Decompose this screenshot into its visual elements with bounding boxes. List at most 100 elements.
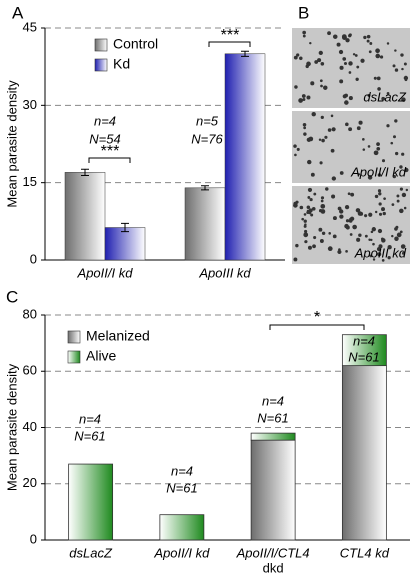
parasite-dot [392, 174, 396, 179]
annotation: *** [101, 143, 120, 160]
parasite-dot [401, 97, 406, 102]
parasite-dot [357, 208, 361, 212]
parasite-dot [399, 230, 403, 234]
parasite-dot [345, 122, 349, 127]
parasite-dot [303, 232, 309, 238]
parasite-dot [396, 232, 402, 238]
parasite-dot [342, 94, 347, 99]
parasite-dot [296, 147, 300, 151]
parasite-dot [327, 246, 333, 252]
parasite-dot [382, 211, 386, 216]
annotation: n=4 [79, 411, 101, 426]
x-tick-label: ApoII/I kd [153, 545, 210, 560]
parasite-dot [378, 244, 383, 249]
parasite-dot [370, 230, 374, 234]
parasite-dot [307, 196, 311, 199]
parasite-dot [358, 233, 362, 237]
legend-label: Control [113, 36, 158, 52]
parasite-dot [332, 234, 337, 239]
parasite-dot [394, 119, 398, 123]
parasite-dot [306, 205, 311, 210]
parasite-dot [374, 194, 379, 199]
parasite-dot [356, 237, 361, 242]
parasite-dot [320, 115, 324, 119]
parasite-dot [310, 172, 315, 177]
parasite-dot [338, 49, 344, 55]
image-caption: ApoIII kd [354, 245, 407, 260]
annotation: n=4 [353, 333, 375, 348]
parasite-dot [327, 128, 332, 132]
parasite-dot [367, 175, 373, 180]
parasite-dot [379, 55, 384, 59]
parasite-dot [320, 203, 326, 209]
parasite-dot [376, 76, 381, 81]
annotation: n=5 [196, 113, 219, 128]
x-tick-label: dkd [263, 560, 284, 575]
parasite-dot [330, 148, 335, 153]
parasite-dot [349, 216, 355, 221]
parasite-dot [367, 93, 371, 97]
parasite-dot [318, 50, 323, 56]
parasite-dot [321, 231, 326, 236]
parasite-dot [303, 219, 307, 223]
parasite-dot [381, 207, 386, 212]
annotation: N=61 [257, 410, 288, 425]
parasite-dot [377, 173, 382, 177]
parasite-dot [392, 135, 396, 139]
parasite-dot [386, 42, 390, 45]
bar-segment [341, 334, 387, 367]
bar-segment [250, 432, 296, 441]
bar [104, 227, 146, 261]
parasite-dot [293, 257, 298, 262]
parasite-dot [318, 138, 322, 141]
parasite-dot [303, 132, 307, 136]
parasite-dot [295, 243, 299, 248]
parasite-dot [319, 79, 323, 83]
y-tick-label: 80 [23, 306, 37, 321]
parasite-dot [368, 212, 373, 217]
parasite-dot [343, 61, 347, 66]
bar [64, 172, 106, 261]
micrograph [292, 28, 410, 108]
parasite-dot [387, 245, 392, 250]
legend-swatch [94, 38, 108, 52]
panel-label: C [6, 287, 18, 306]
parasite-dot [344, 100, 349, 105]
parasite-dot [357, 173, 361, 176]
parasite-dot [320, 209, 326, 214]
parasite-dot [342, 57, 347, 61]
parasite-dot [381, 259, 385, 262]
parasite-dot [332, 216, 337, 221]
parasite-dot [307, 245, 312, 250]
parasite-dot [344, 204, 350, 210]
y-tick-label: 20 [23, 475, 37, 490]
parasite-dot [375, 53, 381, 59]
parasite-dot [357, 211, 363, 216]
parasite-dot [307, 187, 313, 193]
bar-segment [68, 463, 114, 541]
parasite-dot [356, 126, 361, 131]
annotation: n=4 [262, 393, 284, 408]
parasite-dot [347, 192, 351, 196]
parasite-dot [308, 136, 314, 142]
y-tick-label: 15 [23, 174, 37, 189]
annotation: N=76 [191, 131, 223, 146]
parasite-dot [331, 176, 337, 181]
y-tick-label: 45 [23, 19, 37, 34]
parasite-dot [339, 79, 344, 84]
parasite-dot [331, 194, 336, 199]
y-tick-label: 30 [23, 97, 37, 112]
parasite-dot [294, 85, 298, 89]
parasite-dot [396, 199, 400, 203]
legend-swatch [94, 58, 108, 72]
significance-bracket [208, 41, 251, 47]
parasite-dot [296, 53, 300, 57]
bar [184, 187, 226, 261]
parasite-dot [377, 252, 382, 257]
parasite-dot [400, 244, 406, 249]
parasite-dot [314, 60, 319, 64]
bar-segment [250, 439, 296, 541]
micrograph [292, 111, 410, 183]
parasite-dot [293, 203, 298, 208]
parasite-dot [404, 78, 408, 82]
